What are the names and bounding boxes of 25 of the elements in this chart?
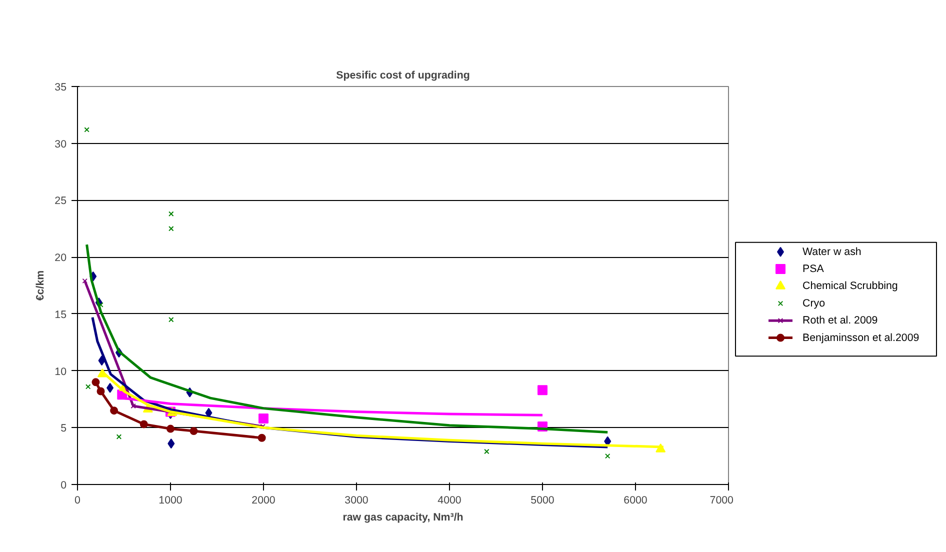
y-tick-label: 5 bbox=[60, 422, 67, 435]
legend-label: Cryo bbox=[802, 297, 826, 310]
x-tick-label: 5000 bbox=[530, 494, 554, 506]
y-tick-label: 20 bbox=[54, 252, 67, 264]
y-tick-label: 30 bbox=[54, 138, 67, 150]
y-tick-label: 0 bbox=[60, 480, 67, 492]
x-tick-label: 0 bbox=[74, 494, 81, 506]
legend-label: PSA bbox=[802, 263, 825, 276]
legend-label: Benjaminsson et al.2009 bbox=[802, 332, 920, 344]
x-tick-label: 7000 bbox=[710, 494, 734, 506]
x-tick-label: 6000 bbox=[624, 494, 648, 506]
x-tick-label: 4000 bbox=[438, 494, 462, 506]
x-tick-label: 3000 bbox=[344, 494, 368, 506]
x-tick-label: 2000 bbox=[252, 494, 276, 506]
y-tick-label: 10 bbox=[54, 366, 67, 378]
y-tick-label: 25 bbox=[54, 195, 67, 208]
y-tick-label: 15 bbox=[54, 308, 67, 321]
chart-title: Spesific cost of upgrading bbox=[336, 70, 470, 82]
x-tick-label: 1000 bbox=[158, 494, 182, 506]
legend-label: Roth et al. 2009 bbox=[802, 314, 878, 327]
y-tick-label: 35 bbox=[54, 82, 67, 94]
legend-label: Chemical Scrubbing bbox=[802, 280, 898, 292]
legend-label: Water w ash bbox=[802, 246, 862, 258]
x-axis-title: raw gas capacity, Nm³/h bbox=[342, 512, 464, 524]
y-axis-title: €c/km bbox=[34, 270, 47, 301]
